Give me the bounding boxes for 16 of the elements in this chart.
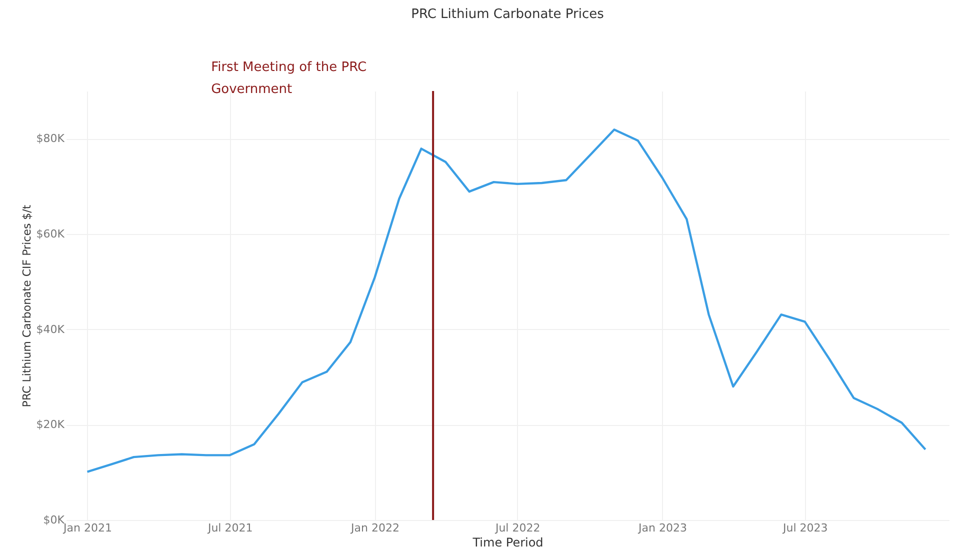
y-tick-label: $80K [36,132,66,146]
y-tick-label: $60K [36,228,66,240]
y-tick-label: $20K [36,418,66,432]
x-tick-label: Jul 2023 [782,522,828,534]
x-tick-label: Jul 2022 [494,522,540,534]
x-tick-label: Jan 2021 [62,522,112,534]
y-tick-label: $0K [43,514,66,526]
y-tick-label: $40K [36,322,66,336]
chart-title: PRC Lithium Carbonate Prices [411,7,604,22]
y-axis-title: PRC Lithium Carbonate CIF Prices $/t [20,204,34,408]
x-tick-label: Jul 2021 [206,522,253,534]
x-axis-title: Time Period [472,536,544,550]
ref-line-label: First Meeting of the PRC Government [211,60,367,97]
x-tick-label: Jan 2022 [350,522,400,534]
line-series [86,128,926,473]
x-tick-label: Jan 2023 [638,522,688,534]
